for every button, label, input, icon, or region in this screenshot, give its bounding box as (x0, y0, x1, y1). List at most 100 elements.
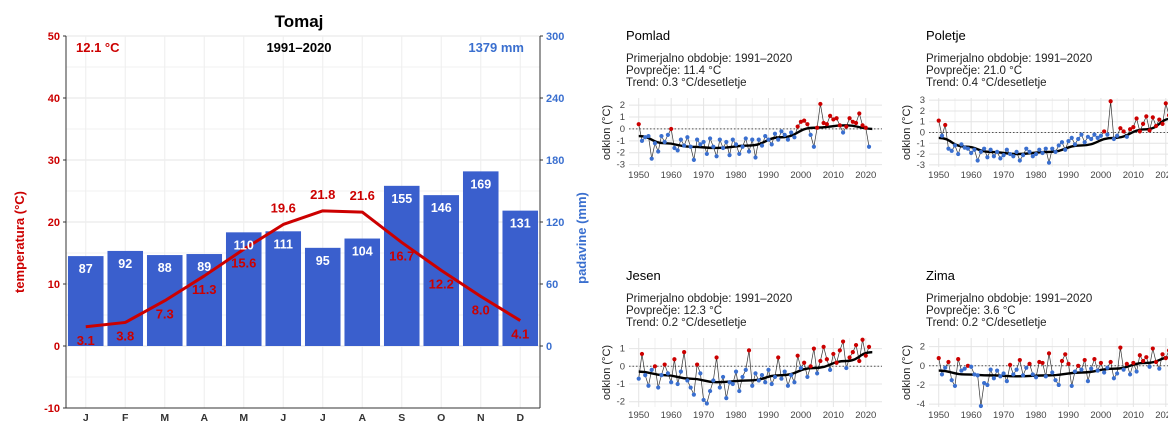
y-tick-label: -1 (617, 136, 625, 147)
anomaly-point (840, 339, 846, 344)
temperature-label: 11.3 (192, 282, 217, 297)
anomaly-point (717, 137, 722, 142)
chart-title: Tomaj (275, 12, 324, 31)
y-tick-label: 2 (920, 106, 925, 117)
anomaly-point (1066, 361, 1071, 366)
anomaly-point (1024, 146, 1029, 151)
anomaly-point (659, 133, 664, 139)
x-tick-label: 1970 (693, 170, 714, 181)
anomaly-point (759, 373, 765, 378)
anomaly-point (1082, 140, 1087, 145)
anomaly-point (672, 145, 677, 151)
anomaly-point (772, 131, 778, 136)
anomaly-point (805, 374, 810, 380)
anomaly-point (720, 374, 726, 380)
anomaly-point (756, 137, 761, 142)
anomaly-point (1108, 359, 1113, 365)
y-tick-label: -1 (617, 379, 625, 390)
x-tick-label: A (358, 412, 366, 423)
anomaly-point (682, 143, 687, 148)
x-tick-label: J (280, 412, 286, 423)
x-tick-label: 2000 (790, 170, 811, 181)
y-left-axis-label: temperatura (°C) (12, 191, 27, 293)
anomaly-point (1160, 121, 1165, 126)
panel-mean: Povprečje: 3.6 °C (926, 305, 1016, 317)
anomaly-point (956, 356, 961, 362)
anomaly-point (753, 155, 758, 160)
y-tick-label: 0 (920, 128, 925, 139)
x-tick-label: 2010 (1123, 170, 1144, 181)
anomaly-point (1163, 101, 1168, 106)
anomaly-point (844, 365, 849, 371)
anomaly-point (1053, 378, 1058, 383)
x-tick-label: A (200, 412, 208, 423)
anomaly-point (1037, 359, 1042, 365)
anomaly-point (988, 367, 993, 372)
anomaly-point (1163, 356, 1168, 361)
anomaly-point (1115, 133, 1120, 138)
anomaly-point (866, 344, 872, 349)
anomaly-point (639, 351, 645, 357)
precipitation-label: 104 (352, 245, 373, 259)
anomaly-point (1102, 370, 1107, 375)
anomaly-point (1056, 382, 1061, 388)
anomaly-point (975, 373, 980, 378)
y-axis-label: odklon (°C) (601, 345, 613, 400)
anomaly-point (1137, 353, 1142, 358)
anomaly-point (779, 129, 784, 134)
anomaly-point (743, 367, 748, 372)
anomaly-point (982, 146, 987, 151)
anomaly-point (688, 144, 693, 149)
precipitation-label: 111 (274, 237, 294, 251)
anomaly-point (1017, 158, 1022, 163)
anomaly-point (763, 133, 768, 139)
anomaly-point (1027, 149, 1032, 155)
anomaly-point (1076, 363, 1081, 368)
anomaly-point (1069, 135, 1074, 140)
anomaly-point (714, 355, 719, 360)
x-tick-label: J (320, 412, 326, 423)
anomaly-point (1082, 357, 1087, 363)
anomaly-point (1089, 136, 1094, 142)
precipitation-label: 95 (316, 254, 330, 268)
panel-period: Primerjalno obdobje: 1991–2020 (926, 53, 1092, 65)
anomaly-point (1153, 123, 1159, 129)
anomaly-point (782, 132, 787, 137)
anomaly-point (717, 385, 722, 390)
anomaly-point (978, 149, 983, 155)
climate-diagram: 87 92 88 89 110 111 95 104 155 146 169 131 3.1 3.8 7.… (12, 12, 589, 424)
precipitation-bar (383, 185, 420, 346)
anomaly-point (695, 137, 700, 142)
precipitation-bars (67, 171, 539, 346)
anomaly-point (853, 120, 859, 126)
anomaly-point (750, 137, 755, 142)
anomaly-point (1020, 373, 1026, 378)
x-tick-label: M (160, 412, 169, 423)
anomaly-point (982, 380, 987, 386)
anomaly-point (1098, 360, 1104, 366)
anomaly-point (853, 342, 859, 348)
x-tick-label: 1960 (661, 170, 682, 181)
precipitation-labels: 87 92 88 89 110 111 95 104 155 146 169 131 (79, 177, 531, 276)
anomaly-point (724, 396, 729, 401)
x-tick-label: 2010 (823, 410, 844, 421)
anomaly-point (998, 374, 1003, 379)
y-tick-label: 1 (620, 344, 625, 355)
y-tick-label: 1 (620, 112, 625, 123)
anomaly-point (1089, 366, 1094, 371)
trend-curve (638, 350, 873, 384)
precipitation-label: 92 (118, 257, 132, 271)
precipitation-label: 155 (391, 192, 412, 206)
anomaly-point (691, 157, 696, 162)
precipitation-bar (502, 210, 539, 346)
anomaly-point (1063, 352, 1068, 357)
y-right-axis-label: padavine (mm) (574, 192, 589, 284)
x-tick-label: 2010 (1123, 410, 1144, 421)
anomaly-point (652, 364, 658, 369)
anomaly-point (1131, 360, 1136, 366)
anomaly-point (959, 142, 964, 147)
anomaly-point (649, 367, 654, 372)
y-right-tick-label: 300 (546, 31, 564, 43)
x-tick-label: 1990 (1058, 170, 1079, 181)
anomaly-point (1040, 150, 1045, 156)
